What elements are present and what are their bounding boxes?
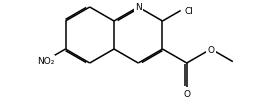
Text: NO₂: NO₂ (37, 56, 54, 65)
Text: O: O (207, 45, 215, 54)
Text: N: N (135, 3, 142, 12)
Text: O: O (183, 89, 190, 98)
Text: Cl: Cl (185, 7, 194, 16)
